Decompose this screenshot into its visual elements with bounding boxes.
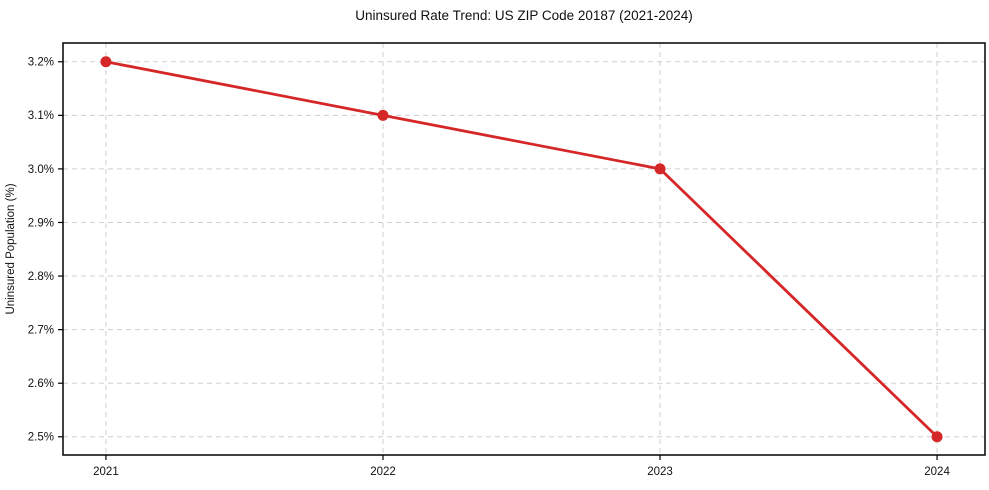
data-point bbox=[100, 56, 112, 68]
x-tick-label: 2022 bbox=[370, 466, 396, 478]
data-point bbox=[654, 163, 666, 175]
x-tick-label: 2023 bbox=[647, 466, 673, 478]
y-axis-label: Uninsured Population (%) bbox=[5, 183, 17, 314]
y-tick-label: 2.5% bbox=[28, 432, 54, 444]
y-tick-label: 2.8% bbox=[28, 271, 54, 283]
y-tick-label: 3.0% bbox=[28, 164, 54, 176]
y-tick-label: 3.2% bbox=[28, 57, 54, 69]
x-tick-label: 2024 bbox=[924, 466, 950, 478]
y-tick-label: 2.9% bbox=[28, 217, 54, 229]
y-tick-label: 3.1% bbox=[28, 110, 54, 122]
y-tick-label: 2.7% bbox=[28, 325, 54, 337]
x-tick-label: 2021 bbox=[93, 466, 119, 478]
chart-title: Uninsured Rate Trend: US ZIP Code 20187 … bbox=[355, 8, 693, 23]
data-point bbox=[377, 109, 389, 121]
data-point bbox=[931, 431, 943, 443]
plot-frame bbox=[62, 42, 986, 456]
trend-line bbox=[104, 60, 939, 439]
y-tick-label: 2.6% bbox=[28, 378, 54, 390]
